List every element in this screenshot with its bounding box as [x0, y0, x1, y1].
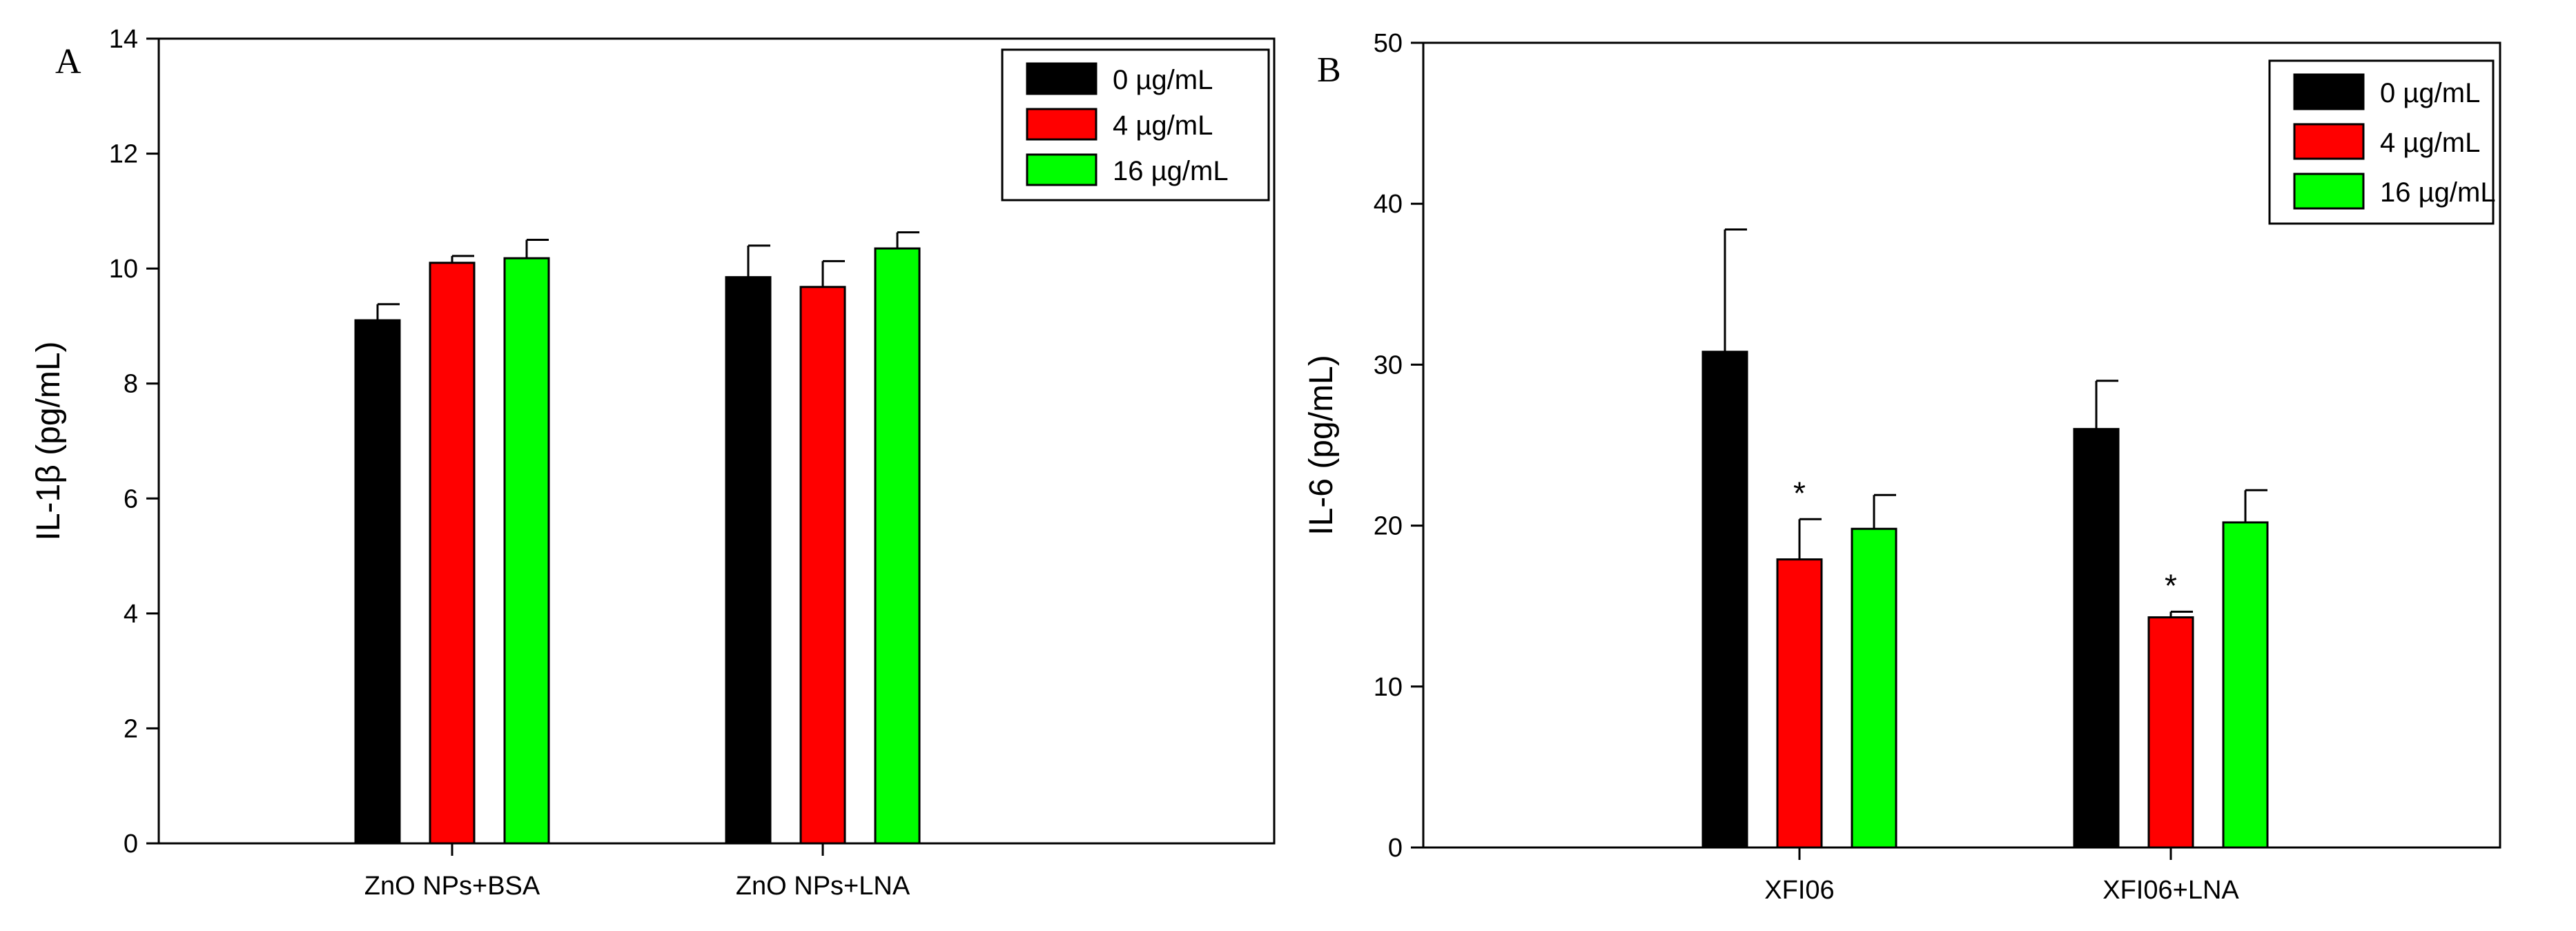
significance-marker: *: [1793, 475, 1806, 511]
plot-frame: [157, 37, 1276, 845]
y-tick-label: 8: [124, 370, 138, 399]
bar: [799, 286, 846, 845]
y-tick-label: 30: [1374, 351, 1403, 380]
panel-letter-b: B: [1317, 50, 1341, 90]
x-tick-label: XFI06+LNA: [2102, 876, 2239, 905]
x-tick-label: ZnO NPs+BSA: [364, 872, 540, 901]
legend-label: 0 µg/mL: [1113, 65, 1213, 95]
y-axis-label: IL-6 (pg/mL): [1303, 355, 1340, 535]
plot-frame: [1422, 41, 2501, 849]
legend-swatch: [1026, 153, 1097, 186]
y-tick-label: 0: [124, 830, 138, 859]
x-tick-label: ZnO NPs+LNA: [736, 872, 910, 901]
x-tick-label: XFI06: [1764, 876, 1834, 905]
y-tick-label: 12: [109, 140, 138, 169]
bar: [1701, 351, 1748, 849]
significance-marker: *: [2165, 567, 2177, 603]
bar: [429, 262, 476, 845]
bar: [354, 319, 401, 845]
bar: [1776, 558, 1823, 849]
legend-swatch: [1026, 62, 1097, 95]
y-tick-label: 2: [124, 714, 138, 743]
y-tick-label: 14: [109, 25, 138, 54]
legend-swatch: [2293, 123, 2365, 160]
y-axis-label: IL-1β (pg/mL): [30, 341, 67, 540]
panel-b: B 0 10 20 30 40 50 IL-6 (pg/mL) XFI06 XFI06+LNA *…: [1303, 29, 2501, 905]
y-tick-label: 50: [1374, 29, 1403, 58]
bar: [2147, 616, 2194, 849]
y-tick-label: 6: [124, 484, 138, 513]
legend-label: 4 µg/mL: [1113, 110, 1213, 141]
bar: [874, 247, 921, 845]
bar: [2073, 428, 2120, 849]
y-tick-label: 20: [1374, 512, 1403, 541]
bar: [1851, 527, 1897, 849]
bar: [503, 257, 550, 845]
y-tick-label: 0: [1388, 834, 1403, 863]
y-tick-label: 10: [1374, 673, 1403, 702]
panel-a: A 0 2 4 6 8 10 12 14 IL-1β (pg/mL) ZnO NPs+BSA ZnO…: [30, 25, 1276, 901]
legend-swatch: [2293, 173, 2365, 210]
legend-label: 16 µg/mL: [2380, 177, 2496, 208]
legend-swatch: [2293, 73, 2365, 110]
bar: [725, 276, 772, 845]
y-tick-label: 40: [1374, 190, 1403, 219]
legend-label: 0 µg/mL: [2380, 78, 2480, 108]
y-tick-label: 4: [124, 600, 138, 629]
legend-label: 4 µg/mL: [2380, 128, 2480, 158]
legend-label: 16 µg/mL: [1113, 156, 1229, 186]
legend-swatch: [1026, 108, 1097, 141]
bar: [2222, 521, 2269, 849]
panel-letter-a: A: [55, 42, 81, 81]
y-tick-label: 10: [109, 255, 138, 284]
